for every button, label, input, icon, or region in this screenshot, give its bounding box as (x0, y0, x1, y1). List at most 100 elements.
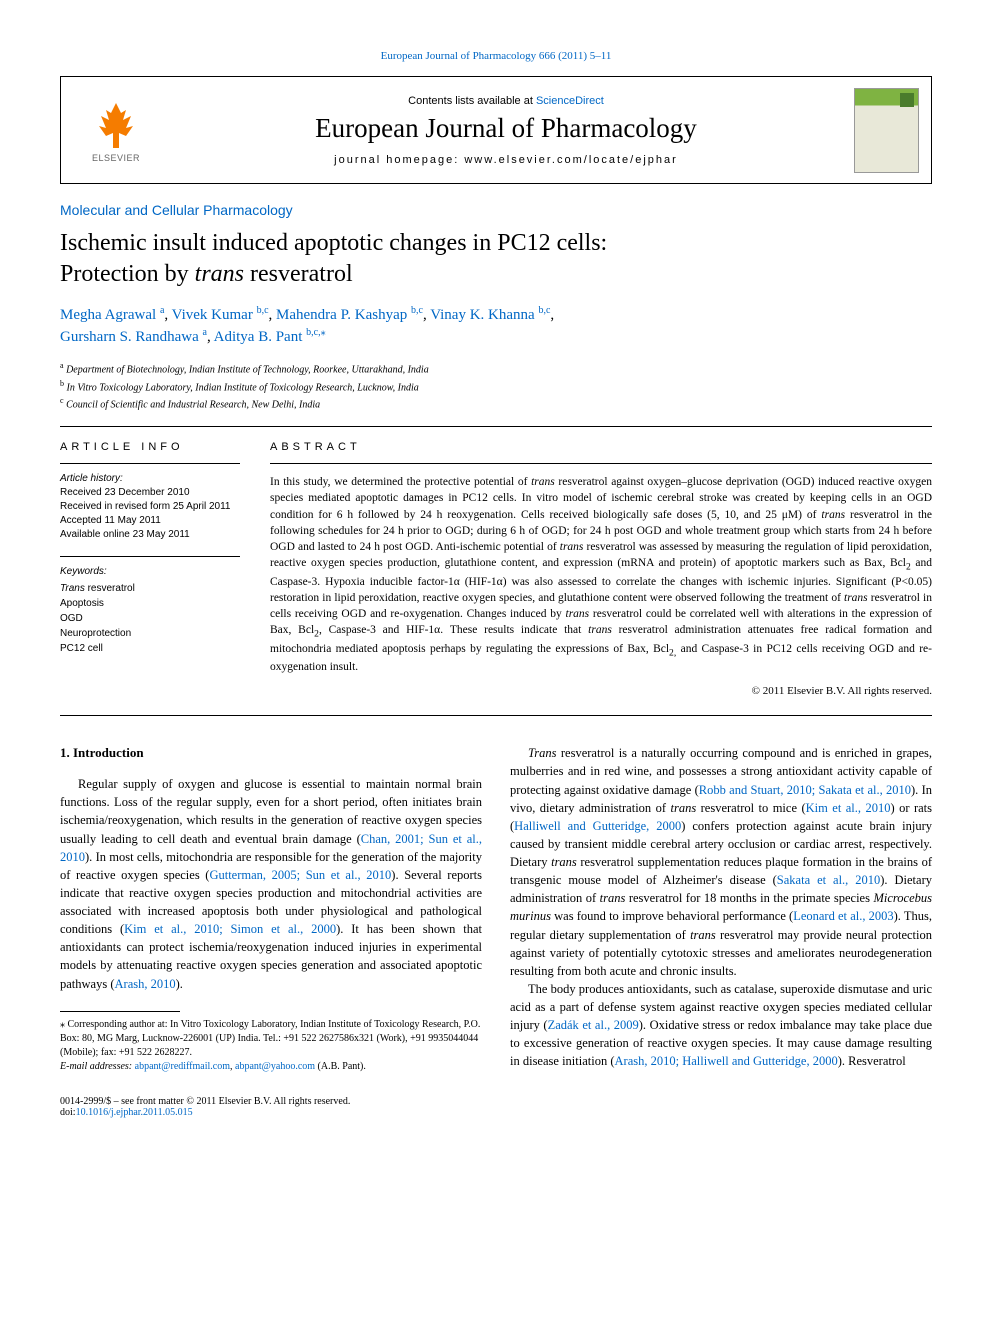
ref-link[interactable]: Zadák et al., 2009 (548, 1018, 639, 1032)
contents-line: Contents lists available at ScienceDirec… (408, 95, 604, 107)
top-cite: 666 (2011) 5–11 (539, 50, 612, 62)
title-line2-em: trans (195, 261, 244, 287)
author-name: Megha Agrawal (60, 307, 156, 323)
author-name: Vinay K. Khanna (430, 307, 535, 323)
ref-link[interactable]: Gutterman, 2005; Sun et al., 2010 (209, 868, 391, 882)
aff-text: In Vitro Toxicology Laboratory, Indian I… (67, 382, 419, 393)
affiliation: b In Vitro Toxicology Laboratory, Indian… (60, 378, 932, 395)
ref-link[interactable]: Chan, 2001; Sun et al., 2010 (60, 832, 482, 864)
ref-link[interactable]: Kim et al., 2010 (806, 801, 891, 815)
author-link[interactable]: Megha Agrawal (60, 307, 156, 323)
keywords: Trans resveratrol Apoptosis OGD Neuropro… (60, 581, 250, 656)
body-para: Regular supply of oxygen and glucose is … (60, 775, 482, 993)
journal-homepage: journal homepage: www.elsevier.com/locat… (334, 154, 678, 166)
ref-link[interactable]: Arash, 2010 (115, 977, 176, 991)
left-column: 1. Introduction Regular supply of oxygen… (60, 744, 482, 1073)
authors: Megha Agrawal a, Vivek Kumar b,c, Mahend… (60, 304, 932, 348)
ref-link[interactable]: Sakata et al., 2010 (777, 873, 880, 887)
email-footnote: E-mail addresses: abpant@rediffmail.com,… (60, 1060, 482, 1074)
journal-cover-thumb[interactable] (854, 88, 919, 173)
history-item: Available online 23 May 2011 (60, 528, 250, 542)
keywords-block: Keywords: Trans resveratrol Apoptosis OG… (60, 565, 250, 656)
article-info-header: ARTICLE INFO (60, 441, 250, 453)
section-label: Molecular and Cellular Pharmacology (60, 202, 932, 218)
journal-cover-cell (841, 77, 931, 183)
body-columns: 1. Introduction Regular supply of oxygen… (60, 744, 932, 1073)
elsevier-logo[interactable]: ELSEVIER (81, 90, 151, 170)
author-link[interactable]: Mahendra P. Kashyap (276, 307, 407, 323)
footnote-separator (60, 1011, 180, 1012)
author-name: Aditya B. Pant (214, 329, 303, 345)
keyword: Apoptosis (60, 596, 250, 611)
author-aff-sup: a (160, 305, 164, 316)
info-divider (60, 556, 240, 557)
ref-link[interactable]: Arash, 2010; Halliwell and Gutteridge, 2… (615, 1054, 838, 1068)
keyword: PC12 cell (60, 641, 250, 656)
keyword: Neuroprotection (60, 626, 250, 641)
email-link[interactable]: abpant@yahoo.com (235, 1061, 315, 1072)
affiliations: a Department of Biotechnology, Indian In… (60, 360, 932, 412)
author-link[interactable]: Vivek Kumar (172, 307, 253, 323)
article-history: Article history: Received 23 December 20… (60, 472, 250, 542)
email-suffix: (A.B. Pant). (318, 1061, 366, 1072)
title-line2-pre: Protection by (60, 261, 195, 287)
author-name: Vivek Kumar (172, 307, 253, 323)
masthead-center: Contents lists available at ScienceDirec… (171, 77, 841, 183)
ref-link[interactable]: Kim et al., 2010; Simon et al., 2000 (124, 922, 336, 936)
author-link[interactable]: Gursharn S. Randhawa (60, 329, 199, 345)
front-matter: 0014-2999/$ – see front matter © 2011 El… (60, 1096, 350, 1107)
author-aff-sup: b,c, (306, 327, 320, 338)
body-para: Trans resveratrol is a naturally occurri… (510, 744, 932, 980)
aff-sup: b (60, 379, 64, 388)
affiliation: c Council of Scientific and Industrial R… (60, 395, 932, 412)
footer-left: 0014-2999/$ – see front matter © 2011 El… (60, 1096, 350, 1118)
top-citation-link[interactable]: European Journal of Pharmacology 666 (20… (381, 50, 612, 62)
ref-link[interactable]: Robb and Stuart, 2010; Sakata et al., 20… (699, 783, 911, 797)
author-aff-sup: a (202, 327, 206, 338)
elsevier-tree-icon (91, 98, 141, 153)
corresponding-footnote: ⁎ Corresponding author at: In Vitro Toxi… (60, 1018, 482, 1060)
elsevier-label: ELSEVIER (92, 153, 140, 163)
author-link[interactable]: Vinay K. Khanna (430, 307, 535, 323)
info-abstract-row: ARTICLE INFO Article history: Received 2… (60, 441, 932, 697)
author-name: Mahendra P. Kashyap (276, 307, 407, 323)
abstract-header: ABSTRACT (270, 441, 932, 453)
top-journal: European Journal of Pharmacology (381, 50, 536, 62)
history-item: Received 23 December 2010 (60, 486, 250, 500)
masthead: ELSEVIER Contents lists available at Sci… (60, 76, 932, 184)
info-divider (60, 463, 240, 464)
ref-link[interactable]: Leonard et al., 2003 (793, 909, 893, 923)
section-heading: 1. Introduction (60, 744, 482, 763)
aff-sup: a (60, 361, 64, 370)
abstract-divider (270, 463, 932, 464)
ref-link[interactable]: Halliwell and Gutteridge, 2000 (514, 819, 681, 833)
sciencedirect-link[interactable]: ScienceDirect (536, 95, 604, 107)
doi-link[interactable]: 10.1016/j.ejphar.2011.05.015 (76, 1107, 193, 1118)
publisher-logo-cell: ELSEVIER (61, 77, 171, 183)
author-aff-sup: b,c (411, 305, 423, 316)
aff-text: Department of Biotechnology, Indian Inst… (66, 365, 429, 376)
email-link[interactable]: abpant@rediffmail.com (135, 1061, 230, 1072)
author-name: Gursharn S. Randhawa (60, 329, 199, 345)
title-line1: Ischemic insult induced apoptotic change… (60, 230, 607, 256)
history-item: Received in revised form 25 April 2011 (60, 500, 250, 514)
keyword: OGD (60, 611, 250, 626)
right-column: Trans resveratrol is a naturally occurri… (510, 744, 932, 1073)
author-link[interactable]: Aditya B. Pant (214, 329, 303, 345)
author-aff-sup: b,c (538, 305, 550, 316)
divider (60, 715, 932, 716)
history-title: Article history: (60, 472, 250, 486)
doi-line: doi:10.1016/j.ejphar.2011.05.015 (60, 1107, 350, 1118)
doi-prefix: doi: (60, 1107, 76, 1118)
author-aff-sup: b,c (257, 305, 269, 316)
email-label: E-mail addresses: (60, 1061, 132, 1072)
footnotes: ⁎ Corresponding author at: In Vitro Toxi… (60, 1018, 482, 1074)
abstract-copyright: © 2011 Elsevier B.V. All rights reserved… (270, 685, 932, 697)
corresponding-author-icon[interactable]: ⁎ (321, 327, 326, 338)
top-citation: European Journal of Pharmacology 666 (20… (60, 50, 932, 62)
body-para: The body produces antioxidants, such as … (510, 980, 932, 1071)
history-item: Accepted 11 May 2011 (60, 514, 250, 528)
aff-text: Council of Scientific and Industrial Res… (66, 399, 320, 410)
aff-sup: c (60, 396, 64, 405)
title-line2-post: resveratrol (244, 261, 353, 287)
